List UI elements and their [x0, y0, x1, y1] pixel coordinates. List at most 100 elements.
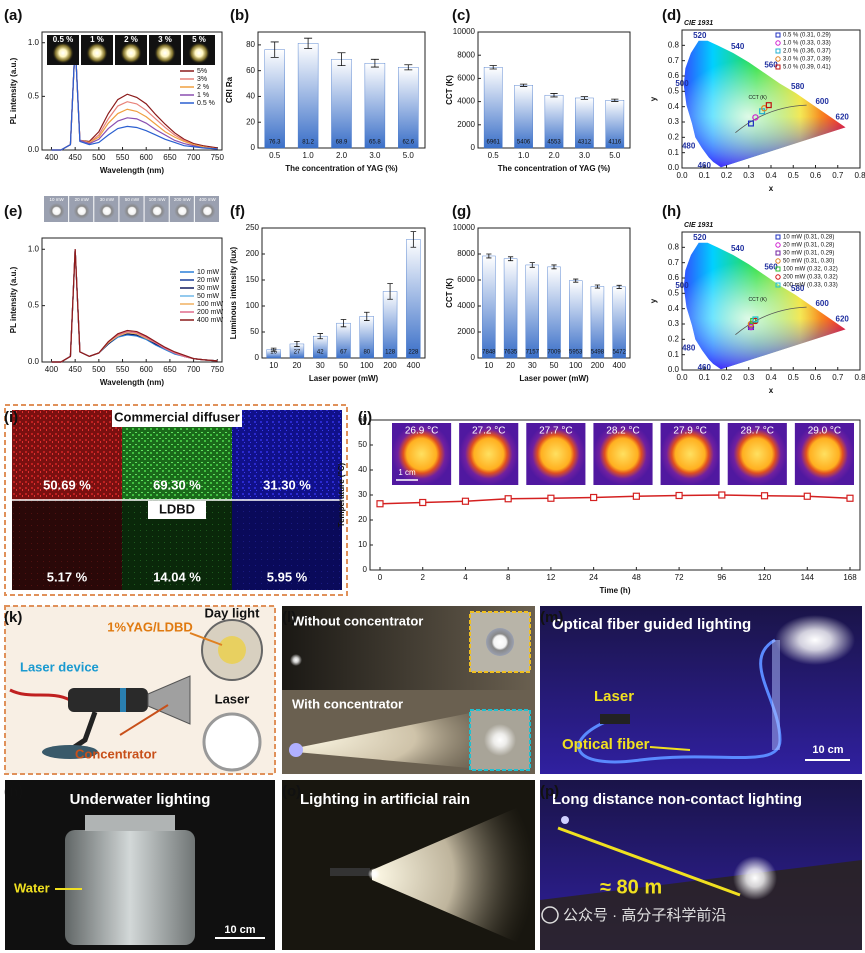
error-bar: [611, 98, 619, 102]
inset-label: 400 mW: [199, 197, 217, 202]
map-value: 14.04 %: [153, 569, 201, 584]
value-label: 5498: [591, 350, 605, 356]
value-label: 42: [317, 350, 324, 356]
y-tick-label: 6000: [457, 275, 475, 284]
y-tick-label: 60: [246, 66, 255, 75]
inset-photo: [392, 423, 452, 485]
y-axis-label: y: [649, 96, 658, 101]
x-tick-label: 700: [187, 365, 201, 374]
inset-label: 10 mW: [49, 197, 64, 202]
light: [733, 856, 777, 900]
x-tick-label: 400: [45, 153, 59, 162]
bar: [547, 266, 561, 359]
map-caption: LDBD: [159, 501, 195, 516]
x-tick-label: 4: [463, 573, 468, 582]
value-label: 128: [385, 350, 396, 356]
inset-label: 26.9 °C: [405, 426, 438, 437]
x-tick-label: 20: [292, 361, 301, 370]
error-bar: [551, 264, 557, 270]
chart: (b) The concentration of YAG (%) CRI Ra 0 20…: [225, 7, 426, 173]
x-axis-label: The concentration of YAG (%): [285, 164, 398, 173]
label: ≈ 80 m: [600, 876, 662, 898]
label-box: [148, 501, 206, 519]
error-bar: [270, 347, 277, 352]
inset-spot: [174, 203, 191, 219]
inset-glow: [52, 42, 74, 64]
x-tick-label: 550: [116, 365, 130, 374]
inset-photo: [459, 423, 519, 485]
x-tick-label: 700: [187, 153, 201, 162]
error-bar: [410, 231, 417, 248]
legend-label: 50 mW (0.31, 0.30): [783, 259, 834, 265]
chart: (c) The concentration of YAG (%) CCT (K) 0 2…: [445, 7, 631, 173]
y-tick-label: 6000: [457, 74, 475, 83]
y-tick-label: 0.7: [668, 258, 680, 267]
annotation: CCT (K): [749, 95, 768, 101]
planck-locus: [735, 104, 807, 134]
chart-title: CIE 1931: [684, 20, 713, 27]
inset-spot: [124, 203, 140, 219]
bar: [398, 67, 419, 149]
watermark: 公众号 · 高分子科学前沿: [563, 907, 726, 924]
x-tick-label: 100: [569, 361, 583, 370]
x-tick-label: 20: [506, 361, 515, 370]
error-bar: [573, 278, 579, 283]
y-tick-label: 1.0: [28, 244, 40, 253]
y-tick-label: 0.4: [668, 304, 680, 313]
legend-marker: [775, 32, 781, 38]
error-bar: [486, 253, 492, 259]
y-tick-label: 10000: [453, 27, 476, 36]
x-tick-label: 12: [546, 573, 555, 582]
x-tick-label: 2.0: [336, 151, 348, 160]
error-bar: [387, 283, 393, 300]
x-tick-label: 3.0: [579, 151, 591, 160]
arrow: [189, 632, 223, 646]
caption: Without concentrator: [292, 613, 423, 628]
y-tick-label: 0.0: [668, 365, 680, 374]
bar: [364, 62, 386, 149]
y-tick-label: 80: [246, 40, 255, 49]
inset-label: 29.0 °C: [808, 426, 841, 437]
legend-label: 1 %: [197, 92, 209, 99]
x-tick-label: 0.5: [488, 151, 500, 160]
y-tick-label: 4000: [457, 301, 475, 310]
legend-label: 20 mW: [197, 277, 220, 284]
label: 1%YAG/LDBD: [107, 619, 192, 634]
y-tick-label: 0: [251, 143, 256, 152]
wavelength-label: 620: [836, 315, 850, 324]
marker: [718, 491, 726, 499]
x-tick-label: 400: [612, 361, 626, 370]
wavelength-label: 620: [836, 113, 850, 122]
y-tick-label: 2000: [457, 327, 475, 336]
bar: [483, 67, 503, 149]
label: Concentrator: [75, 746, 157, 761]
panel-label: (a): [4, 7, 22, 24]
point: [752, 114, 759, 121]
x-tick-label: 1.0: [303, 151, 315, 160]
inset-spot: [73, 203, 90, 219]
legend-label: 2 %: [197, 84, 209, 91]
ground: [540, 860, 862, 950]
y-tick-label: 0.7: [668, 56, 680, 65]
phosphor: [218, 636, 246, 664]
x-tick-label: 450: [68, 153, 82, 162]
legend-label: 3.0 % (0.37, 0.39): [783, 57, 831, 63]
marker: [846, 494, 854, 502]
y-tick-label: 60: [358, 415, 367, 424]
cable: [9, 688, 71, 702]
error-bar: [404, 64, 413, 71]
inset-glow: [154, 42, 176, 64]
y-tick-label: 40: [246, 92, 255, 101]
laser-device: [600, 714, 630, 724]
panel-label: (g): [452, 203, 471, 220]
x-axis-label: The concentration of YAG (%): [498, 164, 611, 173]
holder: [772, 640, 780, 750]
panel-label: (i): [4, 409, 18, 426]
bar: [525, 264, 539, 359]
y-tick-label: 0.0: [28, 145, 40, 154]
label: Day light: [205, 605, 261, 620]
y-axis-label: Temperature (°C): [337, 462, 346, 527]
legend-marker: [775, 266, 781, 272]
x-tick-label: 0.4: [765, 171, 777, 180]
